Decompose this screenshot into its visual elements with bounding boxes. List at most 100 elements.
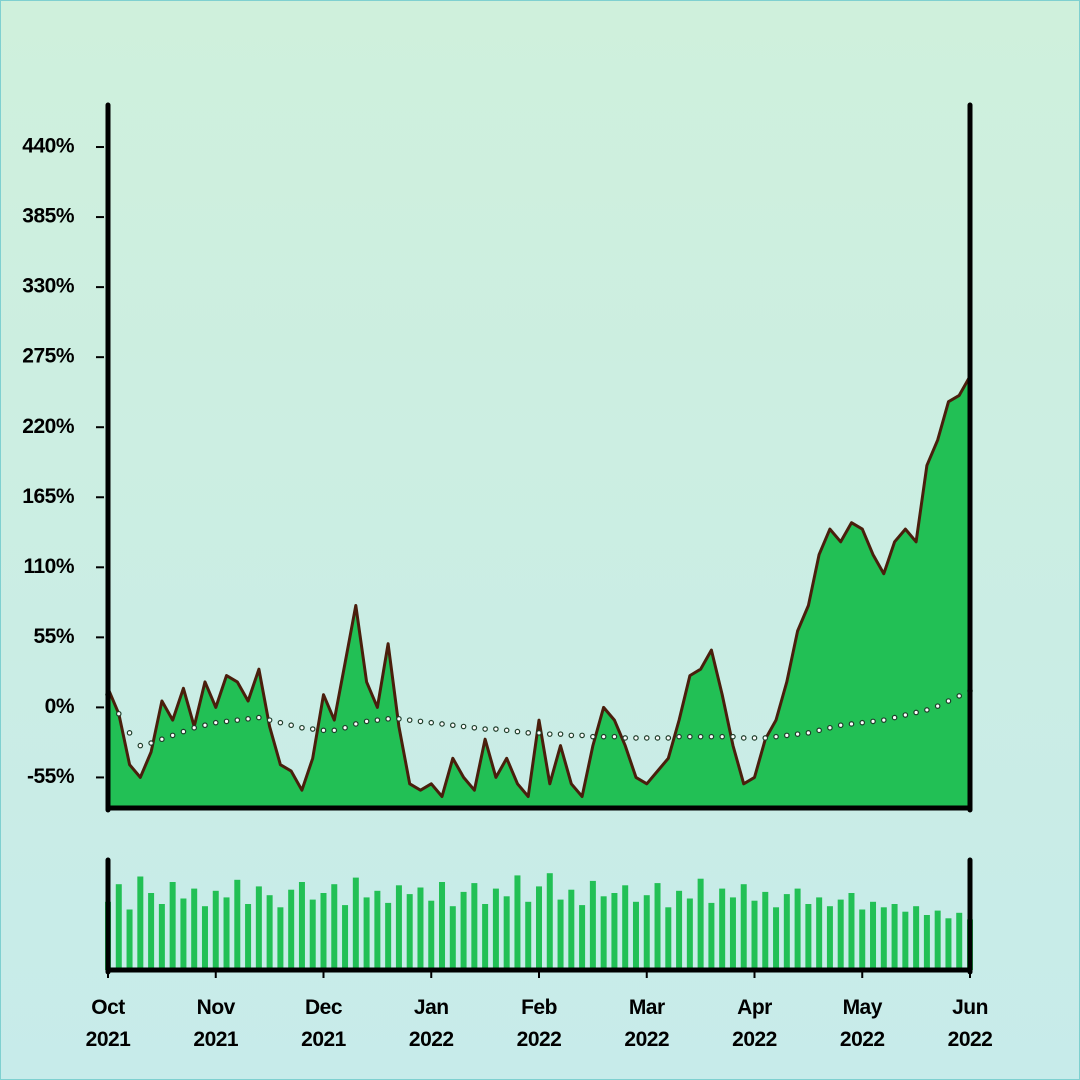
volume-bar [740,884,747,970]
average-dot [773,733,779,740]
volume-bar [180,898,187,970]
average-dot [956,693,963,699]
volume-bar [848,893,855,970]
volume-bar [126,909,133,970]
average-dot [622,735,629,741]
volume-bar [880,907,887,970]
x-tick-label-line: 2022 [948,1028,993,1051]
average-dot [848,721,855,727]
average-dot [514,728,521,735]
volume-bar [568,889,575,970]
volume-bar [579,905,586,970]
x-tick-label-line: 2022 [409,1028,454,1051]
x-tick-label-line: 2022 [840,1028,885,1051]
volume-bar [363,897,370,970]
volume-bar [546,873,553,970]
average-dot [784,732,790,739]
x-tick-label: Dec 2021 [301,996,347,1051]
volume-bar [805,904,812,970]
average-dot [234,717,241,723]
average-dot [417,718,424,725]
average-dot [342,724,348,731]
average-dot [579,732,585,739]
average-dot [266,717,273,723]
y-tick-label: 385% [22,205,75,228]
average-dot [837,722,844,729]
volume-bar [794,888,801,970]
average-dot [546,731,553,737]
average-dot [794,731,801,737]
volume-bar [245,904,252,970]
average-dot [320,727,327,734]
volume-bar [762,891,769,970]
x-tick-label-line: Feb [521,996,557,1019]
y-tick-label: 330% [22,275,75,298]
volume-bar [482,904,489,970]
average-dot [816,727,822,734]
volume-bar [417,887,424,970]
volume-bar [676,890,683,970]
x-tick-label-line: Mar [629,996,665,1019]
average-dot [159,736,165,743]
average-dot [665,735,672,741]
volume-bar [729,897,736,970]
volume-bar [934,910,941,970]
average-dot [719,733,725,740]
average-dot [180,728,187,735]
average-dot [363,718,370,725]
volume-bar [902,911,909,970]
volume-bar [428,900,435,970]
volume-bar [773,907,780,970]
volume-bar [665,907,672,970]
volume-bar [331,884,338,970]
y-tick-label: 165% [22,485,75,508]
volume-bar [342,905,349,970]
x-tick-label-line: Nov [197,996,236,1019]
volume-bar [406,894,413,970]
average-dot [762,735,769,741]
volume-bar [708,902,715,970]
average-dot [568,732,575,739]
average-dot [730,733,736,740]
average-dot [353,721,359,727]
average-dot [374,717,381,723]
average-dot [191,724,198,731]
average-dot [536,730,542,736]
volume-bar [923,915,930,970]
volume-bar [266,895,273,970]
volume-bar [826,906,833,970]
average-dot [223,718,230,725]
x-tick-label: Oct 2021 [86,996,132,1051]
average-dot [880,717,887,723]
average-dot [503,727,510,734]
average-dot [708,733,715,740]
y-tick-label: -55% [27,765,75,788]
volume-bar [686,898,693,970]
volume-bar [632,901,639,970]
average-dot [299,724,305,731]
x-tick-label: May 2022 [840,996,885,1051]
y-tick-label: 440% [22,135,75,158]
volume-bar [557,899,564,970]
average-dot [493,726,499,732]
volume-bar [622,885,629,970]
x-tick-label-line: 2021 [86,1028,132,1051]
volume-bar [395,885,402,970]
y-tick-label: 110% [23,555,74,578]
volume-bar [201,906,208,970]
average-dot [600,733,607,740]
volume-bar [536,886,542,970]
average-dot [449,722,456,729]
volume-bar [449,906,456,970]
average-dot [633,735,639,741]
volume-bar [492,888,499,970]
volume-bar [837,899,844,970]
average-dot [643,735,650,741]
volume-bar [439,882,446,970]
average-dot [611,733,618,740]
average-dot [202,722,208,729]
average-dot [439,721,445,727]
average-dot [277,719,284,726]
x-tick-label: Mar 2022 [624,996,669,1051]
volume-bar [859,909,866,970]
